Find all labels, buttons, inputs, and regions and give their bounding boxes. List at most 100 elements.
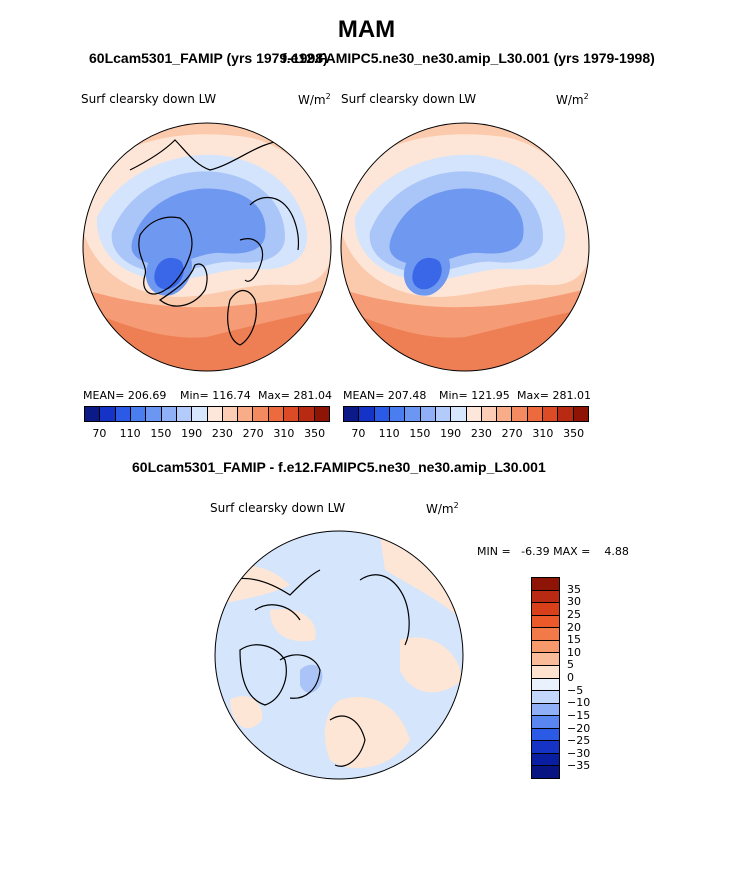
colorbar-swatch bbox=[532, 640, 559, 654]
colorbar-tick-label: 5 bbox=[567, 658, 574, 672]
colorbar-tick-label: 35 bbox=[567, 582, 581, 596]
colorbar-tick-label: 310 bbox=[532, 427, 554, 440]
colorbar-swatch bbox=[573, 407, 588, 421]
diff-colorbar bbox=[531, 577, 560, 779]
colorbar-swatch bbox=[299, 407, 315, 421]
colorbar-tick-label: 230 bbox=[211, 427, 233, 440]
left-variable-label: Surf clearsky down LW bbox=[81, 92, 217, 106]
colorbar-swatch bbox=[389, 407, 406, 421]
right-panel-header: f.e12.FAMIPC5.ne30_ne30.amip_L30.001 (yr… bbox=[282, 50, 655, 66]
diff-minmax-label: MIN = -6.39 MAX = 4.88 bbox=[477, 545, 629, 558]
colorbar-tick-label: −10 bbox=[567, 696, 591, 710]
diff-variable-label: Surf clearsky down LW bbox=[210, 501, 346, 515]
colorbar-swatch bbox=[497, 407, 513, 421]
colorbar-swatch bbox=[466, 407, 482, 421]
colorbar-swatch bbox=[207, 407, 223, 421]
right-variable-label: Surf clearsky down LW bbox=[341, 92, 477, 106]
colorbar-swatch bbox=[532, 728, 559, 742]
left-min-label: Min= 116.74 bbox=[180, 389, 251, 402]
colorbar-swatch bbox=[130, 407, 147, 421]
colorbar-tick-label: 20 bbox=[567, 620, 581, 634]
left-colorbar bbox=[84, 406, 330, 422]
colorbar-swatch bbox=[435, 407, 452, 421]
colorbar-tick-label: 70 bbox=[351, 427, 366, 440]
diff-map-coastlines bbox=[229, 569, 410, 767]
colorbar-swatch bbox=[176, 407, 193, 421]
right-mean-label: MEAN= 207.48 bbox=[343, 389, 427, 402]
left-colorbar-ticks: 70 110 150 190 230 270 310 350 bbox=[84, 427, 330, 441]
left-panel-header: 60Lcam5301_FAMIP (yrs 1979-1998) bbox=[89, 50, 328, 66]
right-min-label: Min= 121.95 bbox=[439, 389, 510, 402]
left-map-coastlines bbox=[129, 139, 301, 346]
colorbar-tick-label: 0 bbox=[567, 671, 574, 684]
diff-map-border bbox=[214, 530, 464, 780]
colorbar-swatch bbox=[532, 590, 559, 604]
colorbar-tick-label: 70 bbox=[92, 427, 107, 440]
colorbar-tick-label: 10 bbox=[567, 645, 581, 659]
colorbar-tick-label: 350 bbox=[304, 427, 326, 440]
colorbar-swatch bbox=[359, 407, 375, 421]
colorbar-swatch bbox=[532, 703, 559, 717]
colorbar-swatch bbox=[420, 407, 436, 421]
colorbar-swatch bbox=[253, 407, 269, 421]
right-map-field bbox=[341, 123, 589, 371]
right-colorbar bbox=[343, 406, 589, 422]
colorbar-tick-label: 110 bbox=[378, 427, 400, 440]
left-map-border bbox=[82, 122, 332, 372]
colorbar-tick-label: 190 bbox=[440, 427, 462, 440]
colorbar-swatch bbox=[268, 407, 285, 421]
colorbar-tick-label: −15 bbox=[567, 708, 591, 722]
colorbar-swatch bbox=[532, 753, 559, 767]
colorbar-swatch bbox=[222, 407, 239, 421]
colorbar-swatch bbox=[532, 578, 559, 591]
colorbar-tick-label: 350 bbox=[563, 427, 585, 440]
colorbar-tick-label: 150 bbox=[150, 427, 172, 440]
colorbar-tick-label: 30 bbox=[567, 595, 581, 609]
colorbar-tick-label: 150 bbox=[409, 427, 431, 440]
colorbar-swatch bbox=[481, 407, 498, 421]
right-max-label: Max= 281.01 bbox=[517, 389, 591, 402]
colorbar-tick-label: −20 bbox=[567, 721, 591, 735]
colorbar-swatch bbox=[146, 407, 162, 421]
colorbar-tick-label: 110 bbox=[119, 427, 141, 440]
colorbar-swatch bbox=[405, 407, 421, 421]
colorbar-swatch bbox=[527, 407, 544, 421]
colorbar-tick-label: 310 bbox=[273, 427, 295, 440]
left-max-label: Max= 281.04 bbox=[258, 389, 332, 402]
right-map-border bbox=[340, 122, 590, 372]
colorbar-swatch bbox=[314, 407, 329, 421]
diff-colorbar-ticks: 35 30 25 20 15 10 5 0 −5 −10 −15 −20 −25 −30 −35 bbox=[567, 577, 617, 779]
colorbar-swatch bbox=[451, 407, 467, 421]
left-mean-label: MEAN= 206.69 bbox=[83, 389, 167, 402]
colorbar-tick-label: −5 bbox=[567, 683, 584, 697]
colorbar-swatch bbox=[532, 741, 559, 754]
colorbar-tick-label: 270 bbox=[501, 427, 523, 440]
right-colorbar-ticks: 70 110 150 190 230 270 310 350 bbox=[343, 427, 589, 441]
diff-map-field bbox=[215, 531, 463, 779]
colorbar-swatch bbox=[532, 653, 559, 666]
colorbar-swatch bbox=[344, 407, 360, 421]
colorbar-tick-label: −35 bbox=[567, 759, 591, 773]
colorbar-swatch bbox=[512, 407, 528, 421]
colorbar-swatch bbox=[558, 407, 574, 421]
colorbar-swatch bbox=[532, 628, 559, 641]
season-title: MAM bbox=[337, 16, 396, 43]
colorbar-swatch bbox=[543, 407, 559, 421]
colorbar-swatch bbox=[532, 665, 559, 679]
colorbar-swatch bbox=[532, 678, 559, 692]
colorbar-tick-label: −30 bbox=[567, 746, 591, 760]
colorbar-swatch bbox=[532, 603, 559, 616]
colorbar-swatch bbox=[374, 407, 390, 421]
colorbar-swatch bbox=[192, 407, 208, 421]
colorbar-swatch bbox=[85, 407, 101, 421]
colorbar-swatch bbox=[284, 407, 300, 421]
colorbar-swatch bbox=[100, 407, 116, 421]
colorbar-tick-label: −25 bbox=[567, 734, 591, 748]
colorbar-tick-label: 270 bbox=[242, 427, 264, 440]
colorbar-swatch bbox=[532, 691, 559, 704]
diff-panel-header: 60Lcam5301_FAMIP - f.e12.FAMIPC5.ne30_ne… bbox=[132, 459, 546, 475]
colorbar-tick-label: 190 bbox=[181, 427, 203, 440]
colorbar-swatch bbox=[532, 716, 559, 729]
colorbar-swatch bbox=[115, 407, 131, 421]
